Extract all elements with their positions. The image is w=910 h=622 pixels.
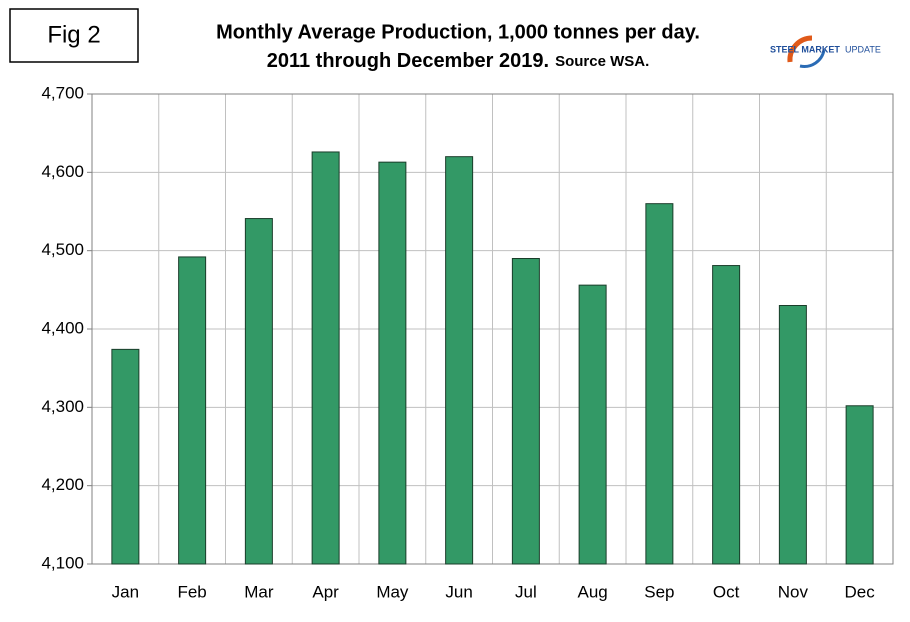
bar: [511, 258, 540, 565]
x-tick-label: Nov: [778, 582, 809, 601]
x-tick-label: Feb: [177, 582, 206, 601]
bar: [578, 284, 607, 565]
bar: [845, 405, 874, 565]
y-tick-label: 4,200: [41, 475, 84, 494]
x-tick-label: Jul: [515, 582, 537, 601]
figure-label: Fig 2: [47, 21, 100, 48]
bar: [378, 161, 407, 565]
logo: STEEL MARKET UPDATE: [770, 35, 881, 68]
x-tick-label: Dec: [845, 582, 876, 601]
x-tick-label: Apr: [312, 582, 339, 601]
x-tick-label: Sep: [644, 582, 674, 601]
x-tick-label: Mar: [244, 582, 274, 601]
y-tick-label: 4,500: [41, 240, 84, 259]
chart-subtitle: 2011 through December 2019.: [267, 50, 549, 72]
bar: [445, 156, 474, 565]
bar: [111, 348, 140, 565]
y-tick-label: 4,100: [41, 553, 84, 572]
x-tick-label: Jun: [445, 582, 472, 601]
x-tick-label: Oct: [713, 582, 740, 601]
y-tick-label: 4,700: [41, 83, 84, 102]
bar: [712, 265, 741, 565]
logo-suffix: UPDATE: [845, 44, 881, 54]
y-tick-label: 4,400: [41, 318, 84, 337]
logo-brand: STEEL MARKET: [770, 44, 840, 54]
bar: [244, 218, 273, 565]
logo-swoosh: [787, 35, 813, 63]
bar: [311, 151, 340, 565]
chart-subtitle-line: 2011 through December 2019. Source WSA.: [267, 50, 650, 72]
y-tick-label: 4,600: [41, 162, 84, 181]
x-tick-label: Aug: [578, 582, 608, 601]
y-tick-label: 4,300: [41, 397, 84, 416]
bar: [645, 203, 674, 565]
x-tick-label: May: [376, 582, 409, 601]
x-tick-label: Jan: [112, 582, 139, 601]
logo-swoosh: [799, 49, 826, 68]
chart-title: Monthly Average Production, 1,000 tonnes…: [216, 21, 700, 43]
chart-source: Source WSA.: [555, 53, 649, 70]
plot-border: [91, 93, 894, 565]
bar: [178, 256, 207, 565]
figure-label-box: [9, 8, 139, 63]
bar: [778, 305, 807, 565]
